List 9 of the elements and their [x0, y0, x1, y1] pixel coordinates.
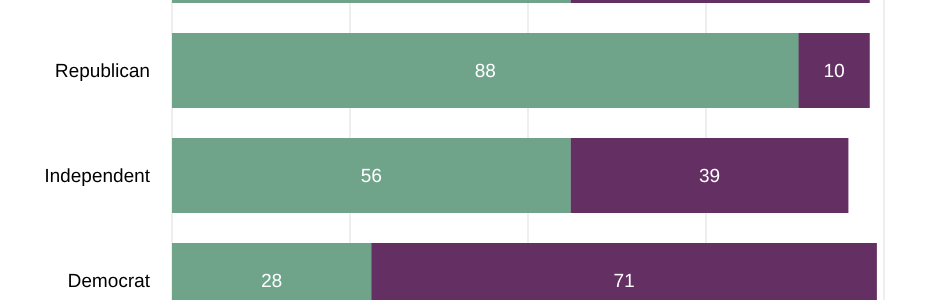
data-label: 71: [614, 271, 635, 292]
data-label: 10: [824, 61, 845, 82]
data-label: 28: [261, 271, 282, 292]
y-tick-label: Independent: [44, 166, 151, 188]
y-tick-label: Democrat: [68, 271, 151, 292]
data-label: 39: [698, 166, 720, 188]
data-label: 88: [474, 61, 496, 82]
data-label: 56: [360, 166, 382, 188]
y-tick-label: Republican: [54, 61, 150, 82]
